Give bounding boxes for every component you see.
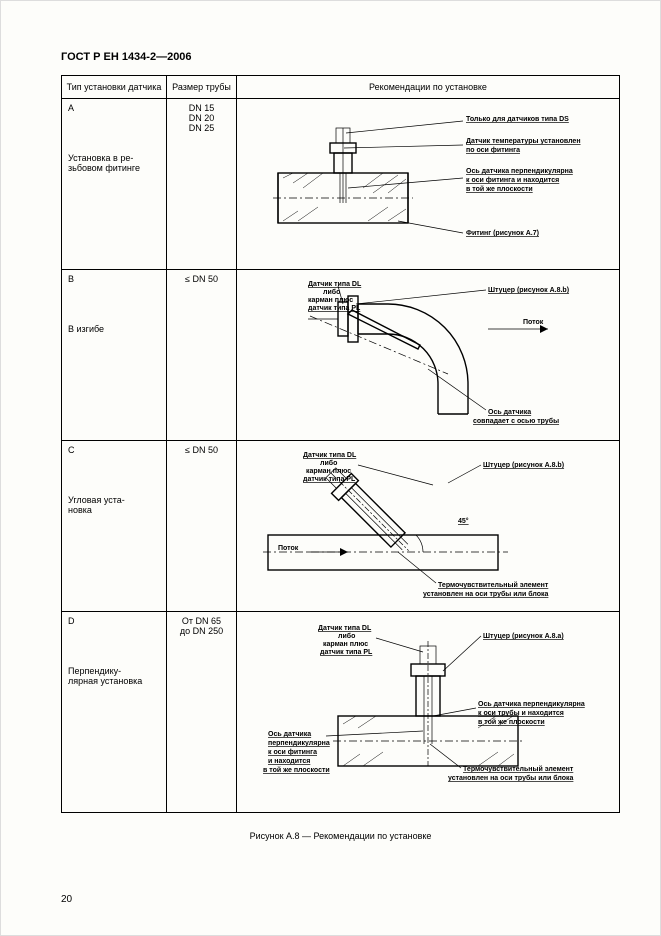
table-header-row: Тип установки датчика Размер трубы Реком… — [62, 76, 620, 99]
installation-table: Тип установки датчика Размер трубы Реком… — [61, 75, 620, 813]
svg-text:Ось датчика перпендикулярна: Ось датчика перпендикулярна — [466, 168, 573, 175]
svg-text:Поток: Поток — [523, 319, 544, 326]
page: ГОСТ Р ЕН 1434-2—2006 Тип установки датч… — [0, 0, 661, 936]
svg-text:Штуцер (рисунок А.8.а): Штуцер (рисунок А.8.а) — [483, 633, 564, 640]
row-d-col1: D Перпендику-лярная установка — [62, 612, 167, 813]
svg-text:совпадает с осью трубы: совпадает с осью трубы — [473, 417, 559, 425]
row-c-col1: С Угловая уста-новка — [62, 441, 167, 612]
row-d-diagram: Датчик типа DL либо карман плюс датчик т… — [237, 612, 620, 813]
svg-text:карман плюс: карман плюс — [323, 641, 368, 648]
row-b-label: В — [68, 274, 160, 284]
page-number: 20 — [61, 894, 72, 905]
svg-text:карман плюс: карман плюс — [308, 297, 353, 304]
row-d-label: D — [68, 616, 160, 626]
row-c-size: ≤ DN 50 — [167, 441, 237, 612]
row-c-diagram: 45° Поток Датчик типа DL либо карман плю… — [237, 441, 620, 612]
svg-text:Только для датчиков типа DS: Только для датчиков типа DS — [466, 116, 569, 123]
svg-text:к оси фитинга и находится: к оси фитинга и находится — [466, 177, 559, 184]
row-b-size: ≤ DN 50 — [167, 270, 237, 441]
header-col2: Размер трубы — [167, 76, 237, 99]
svg-text:либо: либо — [323, 288, 340, 296]
svg-text:в той же плоскости: в той же плоскости — [478, 718, 545, 726]
svg-text:датчик типа PL: датчик типа PL — [308, 305, 361, 312]
svg-text:Штуцер (рисунок А.8.b): Штуцер (рисунок А.8.b) — [488, 287, 569, 294]
table-row: D Перпендику-лярная установка От DN 65до… — [62, 612, 620, 813]
row-a-size: DN 15DN 20DN 25 — [167, 99, 237, 270]
row-a-label: А — [68, 103, 160, 113]
svg-text:и находится: и находится — [268, 758, 310, 765]
table-row: В В изгибе ≤ DN 50 — [62, 270, 620, 441]
svg-text:либо: либо — [320, 459, 337, 467]
svg-text:по оси фитинга: по оси фитинга — [466, 147, 520, 154]
figure-caption: Рисунок А.8 — Рекомендации по установке — [61, 831, 620, 841]
svg-text:датчик типа PL: датчик типа PL — [320, 649, 373, 656]
table-row: С Угловая уста-новка ≤ DN 50 — [62, 441, 620, 612]
svg-text:датчик типа PL: датчик типа PL — [303, 476, 356, 483]
svg-text:Датчик типа DL: Датчик типа DL — [308, 281, 362, 288]
svg-text:Термочувствительный элемент: Термочувствительный элемент — [463, 765, 574, 773]
svg-text:установлен на оси трубы или бл: установлен на оси трубы или блока — [448, 774, 573, 782]
row-d-size: От DN 65до DN 250 — [167, 612, 237, 813]
svg-text:Ось датчика: Ось датчика — [488, 409, 531, 416]
svg-text:Ось датчика: Ось датчика — [268, 731, 311, 738]
row-c-desc: Угловая уста-новка — [68, 455, 160, 515]
svg-text:Фитинг (рисунок А.7): Фитинг (рисунок А.7) — [466, 230, 539, 237]
svg-text:45°: 45° — [458, 517, 469, 525]
row-a-col1: А Установка в ре-зьбовом фитинге — [62, 99, 167, 270]
svg-text:либо: либо — [338, 632, 355, 640]
row-b-col1: В В изгибе — [62, 270, 167, 441]
svg-text:Датчик типа DL: Датчик типа DL — [303, 452, 357, 459]
svg-text:Штуцер (рисунок А.8.b): Штуцер (рисунок А.8.b) — [483, 462, 564, 469]
svg-text:в той же плоскости: в той же плоскости — [263, 766, 330, 774]
row-c-label: С — [68, 445, 160, 455]
header-col1: Тип установки датчика — [62, 76, 167, 99]
row-a-diagram: Только для датчиков типа DS Датчик темпе… — [237, 99, 620, 270]
svg-text:к оси фитинга: к оси фитинга — [268, 749, 317, 756]
row-b-desc: В изгибе — [68, 284, 160, 334]
header-col3: Рекомендации по установке — [237, 76, 620, 99]
svg-text:установлен на оси трубы или бл: установлен на оси трубы или блока — [423, 590, 548, 598]
svg-text:Термочувствительный элемент: Термочувствительный элемент — [438, 581, 549, 589]
svg-text:Датчик типа DL: Датчик типа DL — [318, 625, 372, 632]
svg-text:в той же плоскости: в той же плоскости — [466, 185, 533, 193]
row-d-desc: Перпендику-лярная установка — [68, 626, 160, 686]
row-b-diagram: Датчик типа DL либо карман плюс датчик т… — [237, 270, 620, 441]
svg-text:Датчик температуры установлен: Датчик температуры установлен — [466, 138, 581, 145]
document-title: ГОСТ Р ЕН 1434-2—2006 — [61, 51, 620, 63]
table-row: А Установка в ре-зьбовом фитинге DN 15DN… — [62, 99, 620, 270]
row-a-desc: Установка в ре-зьбовом фитинге — [68, 113, 160, 173]
svg-text:карман плюс: карман плюс — [306, 468, 351, 475]
svg-text:к оси трубы и находится: к оси трубы и находится — [478, 709, 564, 717]
svg-text:перпендикулярна: перпендикулярна — [268, 740, 330, 747]
svg-text:Ось датчика перпендикулярна: Ось датчика перпендикулярна — [478, 701, 585, 708]
svg-text:Поток: Поток — [278, 545, 299, 552]
